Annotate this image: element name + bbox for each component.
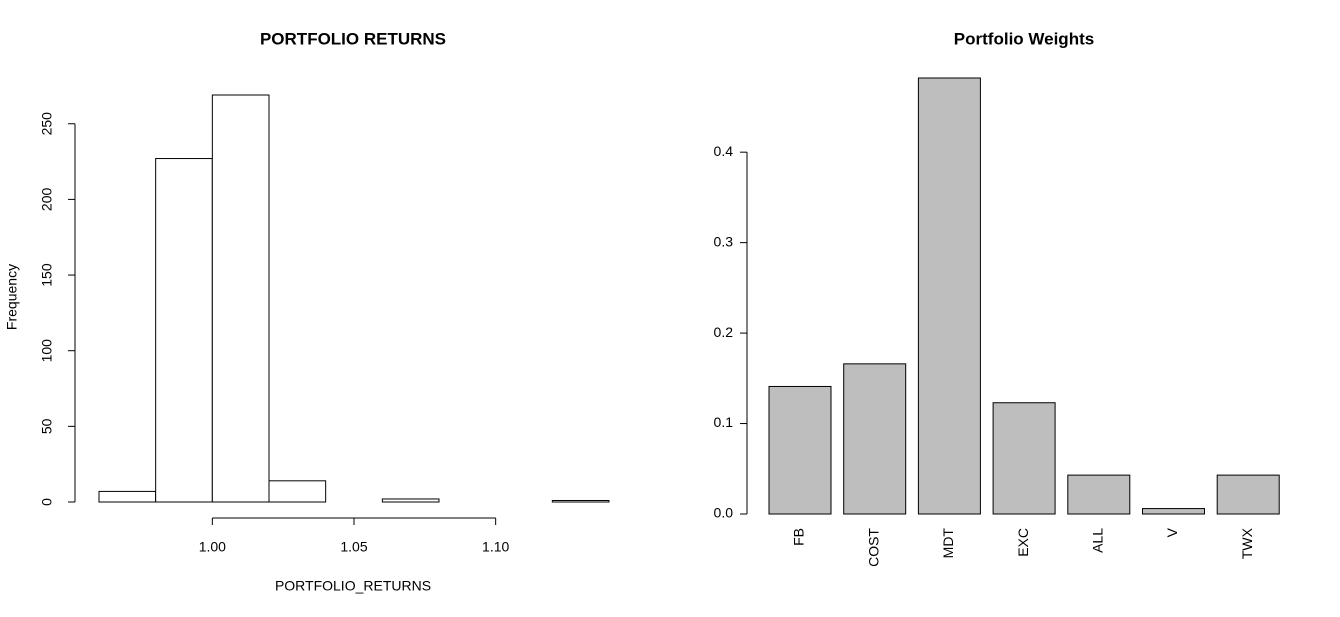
x-tick-label: ALL xyxy=(1090,528,1106,553)
chart-title: Portfolio Weights xyxy=(954,29,1094,48)
bar xyxy=(768,385,832,515)
y-tick-label: 50 xyxy=(39,418,55,434)
x-tick-label: COST xyxy=(865,528,881,567)
y-tick-label: 0 xyxy=(39,498,55,506)
x-axis-label: PORTFOLIO_RETURNS xyxy=(275,578,431,594)
y-tick-label: 250 xyxy=(39,112,55,136)
x-tick-label: TWX xyxy=(1239,527,1255,559)
bar xyxy=(211,94,270,503)
bar xyxy=(917,77,981,515)
x-tick-label: FB xyxy=(791,528,807,546)
bar xyxy=(155,158,213,503)
y-tick-label: 0.0 xyxy=(714,505,734,521)
x-tick-label: 1.05 xyxy=(340,539,367,555)
y-tick-label: 150 xyxy=(39,263,55,287)
x-tick-label: EXC xyxy=(1015,528,1031,557)
x-tick-label: 1.10 xyxy=(482,539,509,555)
bar xyxy=(381,498,440,503)
x-tick-label: V xyxy=(1164,527,1180,537)
bar xyxy=(1067,474,1131,515)
y-tick-label: 200 xyxy=(39,188,55,212)
bar xyxy=(268,480,327,503)
bar xyxy=(98,490,157,503)
chart-title: PORTFOLIO RETURNS xyxy=(260,29,446,48)
bar xyxy=(843,363,907,515)
bar xyxy=(1142,508,1205,515)
x-tick-label: MDT xyxy=(940,528,956,559)
bar xyxy=(1216,474,1280,515)
bar xyxy=(551,499,610,503)
x-tick-label: 1.00 xyxy=(199,539,226,555)
y-axis-label: Frequency xyxy=(4,264,20,330)
bar xyxy=(992,402,1056,515)
y-tick-label: 0.1 xyxy=(714,414,734,430)
y-tick-label: 0.2 xyxy=(714,324,734,340)
y-tick-label: 0.3 xyxy=(714,233,734,249)
y-tick-label: 0.4 xyxy=(714,143,734,159)
y-tick-label: 100 xyxy=(39,339,55,363)
